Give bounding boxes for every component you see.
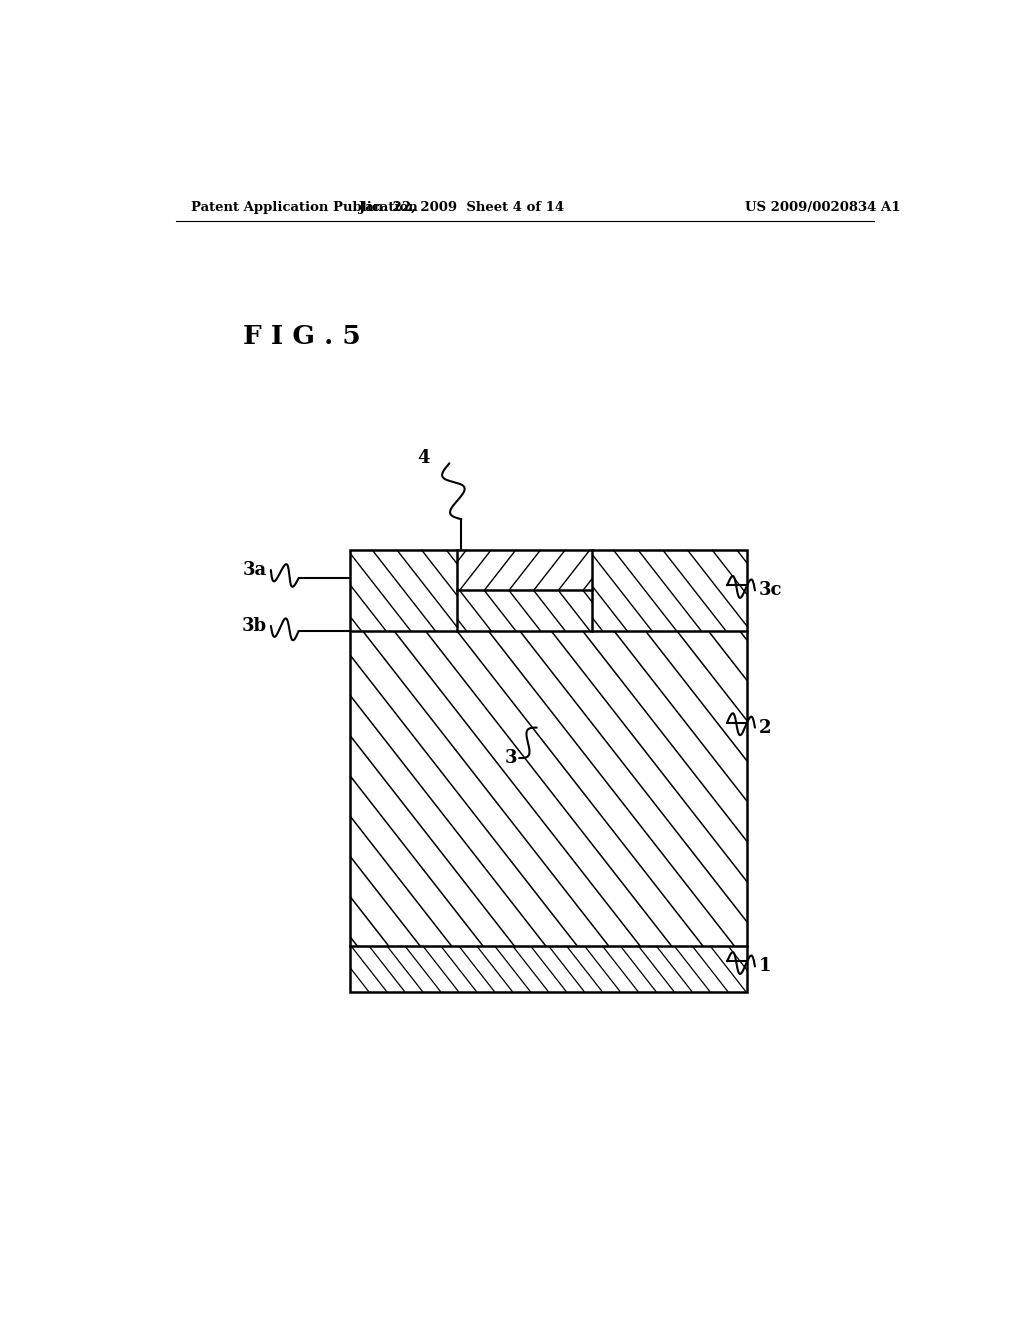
Text: 1: 1 (759, 957, 771, 975)
Text: Jan. 22, 2009  Sheet 4 of 14: Jan. 22, 2009 Sheet 4 of 14 (358, 201, 564, 214)
Text: 3a: 3a (243, 561, 267, 579)
Text: US 2009/0020834 A1: US 2009/0020834 A1 (744, 201, 900, 214)
Text: 3b: 3b (242, 616, 267, 635)
Text: 3: 3 (505, 748, 517, 767)
Text: 3c: 3c (759, 581, 782, 599)
Text: F I G . 5: F I G . 5 (243, 323, 360, 348)
Text: 2: 2 (759, 718, 771, 737)
Text: Patent Application Publication: Patent Application Publication (191, 201, 418, 214)
Text: 4: 4 (418, 449, 430, 467)
